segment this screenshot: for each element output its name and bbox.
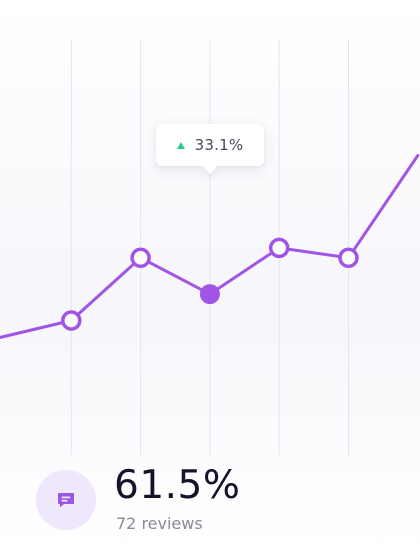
data-point[interactable] [268,237,290,259]
tooltip-value: 33.1% [194,136,244,154]
data-point[interactable] [338,247,359,269]
series-line [0,154,420,340]
chat-message-icon [36,470,96,530]
grid-lines [70,40,349,455]
data-point[interactable] [130,247,151,269]
summary-caption: 72 reviews [116,514,203,533]
chat-message-glyph [58,493,74,508]
highlighted-data-point[interactable] [199,284,220,305]
summary-value: 61.5% [114,463,241,508]
data-points [61,237,359,331]
value-tooltip: 33.1% [156,124,264,166]
data-point[interactable] [61,310,82,331]
up-triangle-icon [176,141,185,149]
